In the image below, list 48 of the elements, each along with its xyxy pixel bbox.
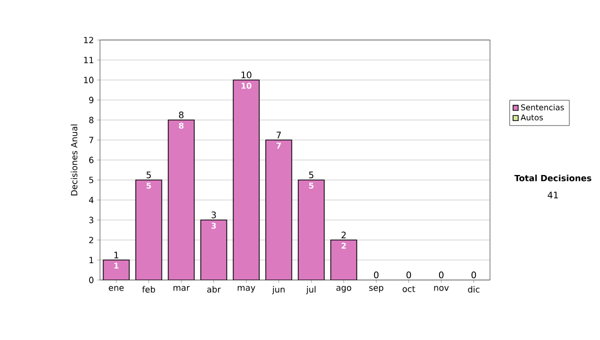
y-tick-label: 7 [89,136,94,144]
bar [168,120,195,280]
y-tick-label: 4 [88,196,94,204]
x-tick-label: ene [108,286,124,291]
bar [200,220,228,280]
total-label: 0 [438,272,444,278]
x-tick-label: jul [306,286,316,294]
bar [102,260,130,280]
x-tick-label: mar [174,286,190,291]
y-tick-label: 3 [89,216,94,224]
y-tick-label: 10 [84,76,94,84]
total-label: 1 [114,252,118,258]
total-label: 0 [471,272,476,278]
total-label: 2 [342,232,346,238]
y-tick-label: 9 [89,96,94,104]
total-label: 8 [179,112,184,118]
total-label: 5 [146,172,151,178]
y-tick-label: 8 [89,116,94,124]
total-label: 5 [309,172,314,178]
x-tick-label: nov [434,286,449,291]
bar [330,240,358,280]
y-tick-label: 12 [84,36,94,44]
x-tick-label: sep [369,286,384,293]
y-axis-title: Decisiones Anual [70,124,78,196]
x-tick-label: ago [336,286,352,293]
x-tick-label: abr [207,286,221,293]
y-tick-label: 11 [84,56,94,64]
text: Total Decisiones [514,174,592,182]
x-tick-label: jun [272,286,285,294]
x-tick-label: may [238,286,256,293]
bar [298,180,325,280]
text: 41 [548,192,558,198]
x-tick-label: oct [402,286,416,292]
y-tick-label: 1 [90,256,94,264]
total-label: 7 [276,132,281,138]
total-label: 10 [242,72,252,78]
y-tick-label: 5 [89,176,94,184]
bar [232,80,260,280]
total-label: 0 [374,272,379,278]
y-tick-label: 2 [89,236,94,244]
y-tick-label: 6 [89,156,94,164]
y-tick-label: 0 [89,276,94,284]
total-label: 3 [212,212,216,218]
x-tick-label: dic [468,286,480,293]
bar [135,180,162,280]
total-label: 0 [406,272,412,278]
bar [265,140,292,280]
x-tick-label: feb [142,286,156,293]
